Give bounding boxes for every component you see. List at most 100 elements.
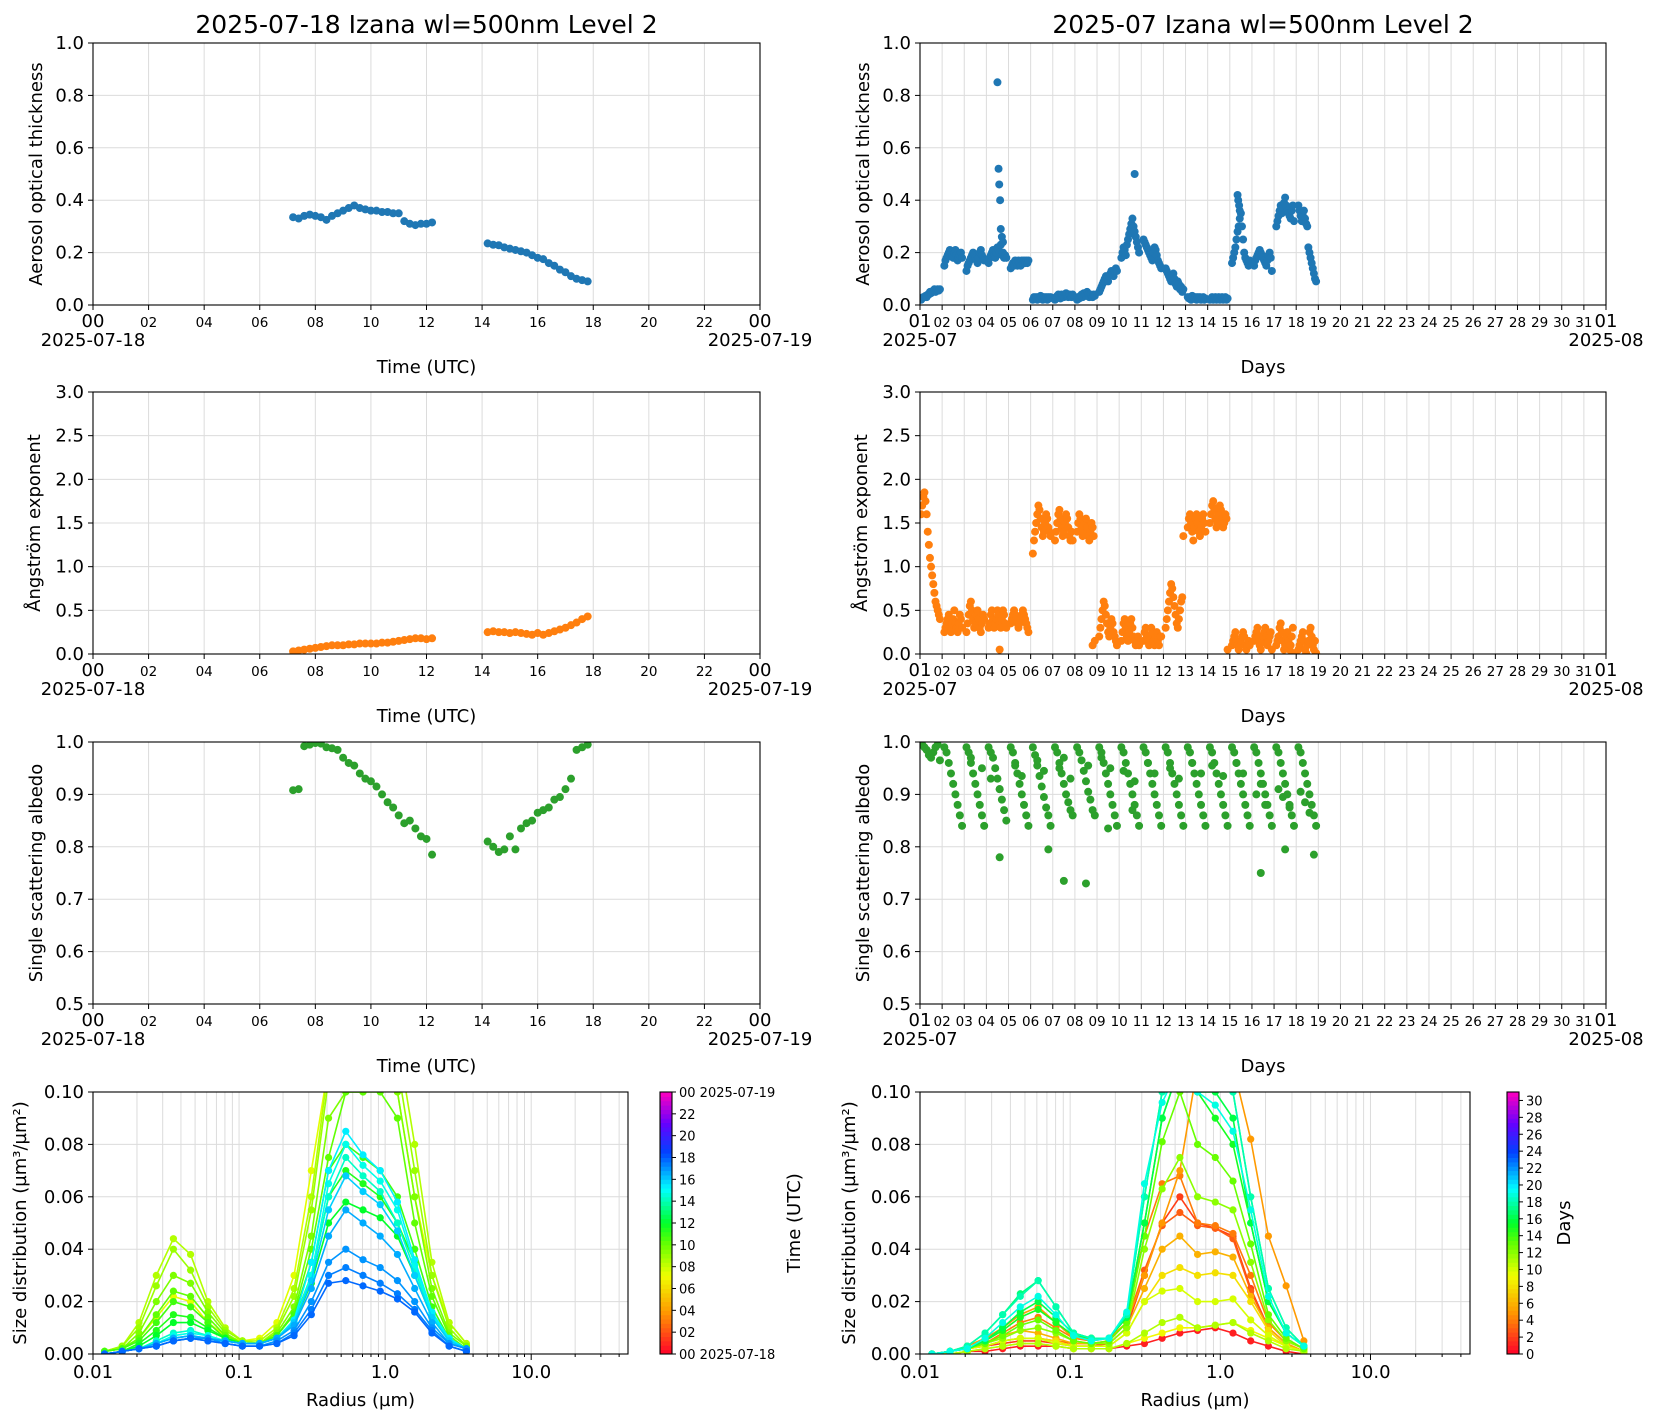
x-tick-label: 26 [1465,315,1482,331]
data-point [1059,876,1068,885]
data-point [1185,748,1194,757]
data-point [1190,769,1199,778]
data-point [1024,821,1033,830]
data-point [1037,782,1046,791]
x-tick-label: 22 [696,1014,713,1030]
colorbar-segment [1507,1092,1519,1097]
colorbar-segment [1507,1153,1519,1158]
series-point [1282,1329,1290,1337]
data-point [1178,593,1187,602]
x-tick-label: 19 [1310,664,1327,680]
data-point [1176,606,1185,615]
y-tick-label: 3.0 [55,382,84,403]
x-tick-sublabel-end: 2025-07-19 [708,1029,813,1050]
series-point [1034,1339,1042,1348]
series-point [1140,1329,1149,1337]
series-point [1052,1342,1060,1350]
series-point [1158,1098,1166,1107]
x-tick-label: 28 [1509,315,1526,331]
x-tick-label: 22 [696,315,713,331]
series-point [324,1258,333,1266]
y-tick-label: 0.0 [55,295,84,316]
colorbar-segment [660,1323,672,1329]
data-point [1053,748,1062,757]
data-point [1154,641,1163,650]
data-point [1303,779,1312,788]
monthly_aod-xlabel: Days [1241,357,1286,378]
series-point [1193,1298,1202,1306]
data-point [378,790,387,799]
x-tick-label: 01 [1595,1010,1618,1031]
data-point [550,261,559,270]
data-point [944,758,953,767]
data-point [561,268,570,277]
x-tick-label: 02 [140,315,157,331]
series-point [1247,1337,1255,1345]
data-point [1008,748,1017,757]
data-point [930,588,939,597]
monthly_aod-title: 2025-07 Izana wl=500nm Level 2 [1052,10,1473,39]
x-tick-sublabel-end: 2025-07-19 [708,330,813,351]
monthly_ssa-ylabel: Single scattering albedo [853,764,874,982]
data-point [1197,800,1206,809]
y-tick-label: 0.00 [44,1344,84,1365]
series-point [999,1342,1007,1350]
series-point [376,1177,384,1185]
data-point [389,803,398,812]
daily_angstrom-plot [289,612,592,654]
colorbar-segment [1507,1332,1519,1338]
series-point [393,1290,402,1298]
y-tick-label: 1.0 [882,33,911,54]
series-point [135,1345,143,1353]
data-point [366,639,375,648]
colorbar-segment [660,1332,672,1338]
series-point [1229,1206,1237,1214]
colorbar-segment [1507,1253,1519,1259]
data-point [1185,510,1194,519]
series-point [186,1334,195,1342]
data-point [1201,821,1210,830]
colorbar-segment [1507,1192,1519,1198]
colorbar-tick-label: 18 [1526,1196,1543,1211]
data-point [1169,593,1178,602]
x-tick-label: 24 [1420,315,1437,331]
series-point [1176,1062,1183,1069]
y-tick-label: 0.08 [44,1134,84,1155]
data-point [339,753,348,762]
data-point [1288,201,1297,210]
colorbar-segment [660,1292,672,1298]
series-line [931,1326,1304,1354]
data-point [1265,811,1274,820]
series-point [376,1167,384,1175]
data-point [1081,514,1090,523]
data-point [1059,779,1068,788]
series-point [1264,1342,1273,1350]
data-point [405,816,414,825]
series-point [1229,1253,1237,1261]
colorbar-segment [660,1153,672,1158]
series-point [377,1036,384,1043]
colorbar-segment [660,1297,672,1303]
data-point [1236,779,1245,788]
series-point [394,1036,401,1043]
x-tick-label: 05 [1000,664,1017,680]
colorbar-segment [660,1240,672,1246]
series-point [169,1298,178,1306]
data-point [1150,769,1159,778]
data-point [294,785,303,794]
daily_size-xlabel: Radius (µm) [306,1390,415,1411]
series-point [1052,1311,1060,1319]
x-tick-label: 04 [196,315,213,331]
data-point [411,634,420,643]
data-point [1084,787,1093,796]
data-point [1163,606,1172,615]
series-point [1193,1219,1202,1227]
data-point [1172,790,1181,799]
series-point [342,1153,350,1162]
x-tick-sublabel-start: 2025-07 [882,1029,957,1050]
y-tick-label: 0.04 [44,1239,84,1260]
x-tick-label: 13 [1177,1014,1194,1030]
series-point [152,1271,160,1279]
series-point [342,1245,350,1253]
x-tick-label: 09 [1088,1014,1105,1030]
